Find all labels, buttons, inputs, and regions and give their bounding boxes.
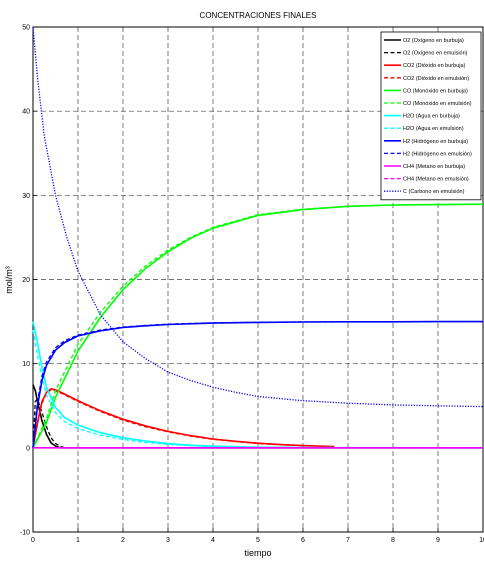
x-tick-label: 2 [121,537,125,544]
x-axis: 0 1 2 3 4 5 6 7 8 9 10 [31,528,484,544]
x-tick-label: 3 [166,537,170,544]
series-line-3 [32,389,335,448]
grid [33,27,483,532]
chart-title: CONCENTRACIONES FINALES [200,11,317,20]
series-line-4 [32,203,484,449]
x-tick-label: 9 [436,537,440,544]
x-tick-label: 6 [301,537,305,544]
legend-entry: O2 (Oxígeno en burbuja) [403,38,464,44]
x-tick-label: 1 [76,537,80,544]
y-tick-label: 40 [22,109,30,116]
legend-entry: CO (Monóxido en emulsión) [403,101,472,107]
legend-entry: CO2 (Dióxido en emulsión) [403,76,469,82]
legend-entry: H2O (Agua en emulsión) [403,126,464,132]
legend: O2 (Oxígeno en burbuja) O2 (Oxígeno en em… [380,31,482,201]
y-tick-label: 10 [22,361,30,368]
series-lines [32,26,484,449]
x-tick-label: 8 [391,537,395,544]
y-tick-label: 50 [22,25,30,32]
legend-entry: CH4 (Metano en emulsión) [403,177,469,183]
x-tick-label: 7 [346,537,350,544]
x-axis-label: tiempo [244,548,271,558]
y-axis: -10 0 10 20 30 40 50 [20,25,37,537]
legend-entry: O2 (Oxígeno en emulsión) [403,51,468,57]
x-tick-label: 5 [256,537,260,544]
y-tick-label: 20 [22,277,30,284]
series-line-2 [32,388,335,448]
series-line-8 [32,320,483,448]
legend-entry: CO (Monóxido en burbuja) [403,88,468,94]
legend-entry: H2 (Hidrógeno en emulsión) [403,151,472,157]
y-tick-label: 0 [26,445,30,452]
series-line-1 [32,397,483,449]
legend-entry: CO2 (Dióxido en burbuja) [403,63,466,69]
y-tick-label: -10 [20,530,30,537]
legend-entry: C (Carbono en emulsión) [403,189,465,195]
x-tick-label: 4 [211,537,215,544]
x-tick-label: 10 [479,537,484,544]
legend-entry: H2O (Agua en burbuja) [403,114,460,120]
x-tick-label: 0 [31,537,35,544]
legend-entry: CH4 (Metano en burbuja) [403,164,465,170]
legend-entry: H2 (Hidrógeno en burbuja) [403,139,468,145]
y-axis-label: mol/m³ [4,266,14,294]
series-line-5 [32,203,484,449]
y-tick-label: 30 [22,193,30,200]
series-line-9 [32,320,483,448]
